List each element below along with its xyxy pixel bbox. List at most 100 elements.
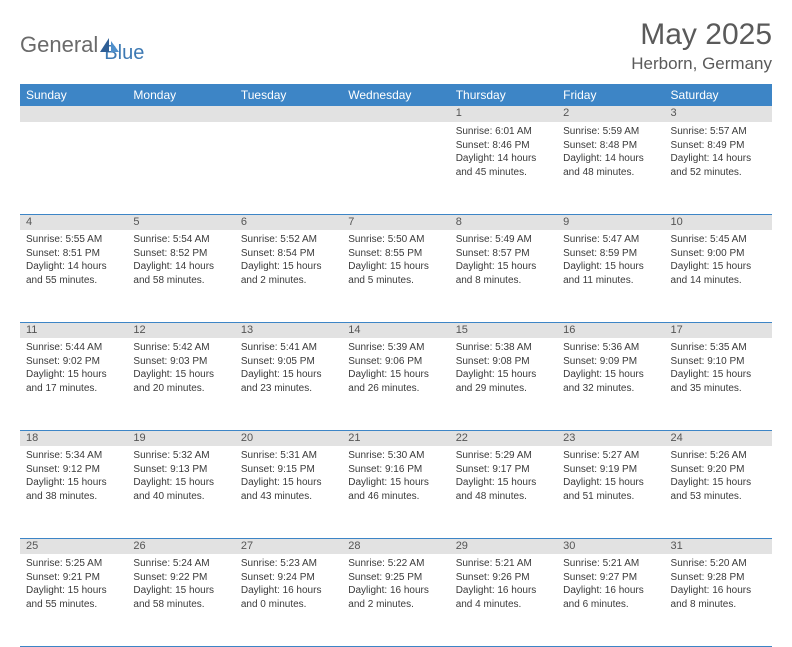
cell-line: and 17 minutes. <box>26 382 121 396</box>
cell-line: Sunset: 8:52 PM <box>133 247 228 261</box>
calendar-cell <box>20 122 127 214</box>
cell-body <box>235 122 342 129</box>
day-number: 29 <box>450 539 557 553</box>
day-number: 31 <box>665 539 772 553</box>
cell-body: Sunrise: 5:25 AMSunset: 9:21 PMDaylight:… <box>20 554 127 615</box>
daynum-cell: 2 <box>557 106 664 122</box>
cell-line: Sunrise: 5:38 AM <box>456 341 551 355</box>
daynum-cell <box>235 106 342 122</box>
daynum-cell: 31 <box>665 538 772 554</box>
daynum-cell: 3 <box>665 106 772 122</box>
cell-line: and 8 minutes. <box>671 598 766 612</box>
cell-line: Daylight: 15 hours <box>133 584 228 598</box>
cell-line: Sunrise: 5:41 AM <box>241 341 336 355</box>
day-number <box>127 106 234 108</box>
calendar-cell: Sunrise: 5:27 AMSunset: 9:19 PMDaylight:… <box>557 446 664 538</box>
calendar-cell: Sunrise: 5:21 AMSunset: 9:27 PMDaylight:… <box>557 554 664 646</box>
cell-line: Sunrise: 5:21 AM <box>456 557 551 571</box>
logo-text-general: General <box>20 32 98 58</box>
day-number: 24 <box>665 431 772 445</box>
calendar-header-row: SundayMondayTuesdayWednesdayThursdayFrid… <box>20 84 772 106</box>
cell-line: Daylight: 14 hours <box>456 152 551 166</box>
cell-line: Sunset: 9:24 PM <box>241 571 336 585</box>
daynum-cell: 12 <box>127 322 234 338</box>
cell-line: Sunset: 9:17 PM <box>456 463 551 477</box>
cell-line: Sunrise: 5:39 AM <box>348 341 443 355</box>
title-block: May 2025 Herborn, Germany <box>631 18 772 74</box>
daynum-cell: 30 <box>557 538 664 554</box>
daynum-row: 11121314151617 <box>20 322 772 338</box>
cell-line: Daylight: 15 hours <box>26 368 121 382</box>
cell-line: Daylight: 16 hours <box>671 584 766 598</box>
cell-line: Sunrise: 5:52 AM <box>241 233 336 247</box>
calendar-cell: Sunrise: 5:22 AMSunset: 9:25 PMDaylight:… <box>342 554 449 646</box>
day-number: 7 <box>342 215 449 229</box>
daynum-cell <box>127 106 234 122</box>
cell-line: Sunrise: 5:31 AM <box>241 449 336 463</box>
calendar-cell: Sunrise: 5:55 AMSunset: 8:51 PMDaylight:… <box>20 230 127 322</box>
header: General Blue May 2025 Herborn, Germany <box>20 18 772 74</box>
weekday-header: Tuesday <box>235 84 342 106</box>
calendar-cell: Sunrise: 5:52 AMSunset: 8:54 PMDaylight:… <box>235 230 342 322</box>
calendar-cell: Sunrise: 5:54 AMSunset: 8:52 PMDaylight:… <box>127 230 234 322</box>
daynum-cell: 7 <box>342 214 449 230</box>
day-number: 12 <box>127 323 234 337</box>
cell-body: Sunrise: 5:23 AMSunset: 9:24 PMDaylight:… <box>235 554 342 615</box>
daynum-cell: 11 <box>20 322 127 338</box>
cell-line: and 55 minutes. <box>26 274 121 288</box>
calendar-cell: Sunrise: 5:39 AMSunset: 9:06 PMDaylight:… <box>342 338 449 430</box>
cell-body: Sunrise: 5:54 AMSunset: 8:52 PMDaylight:… <box>127 230 234 291</box>
cell-line: Sunrise: 5:21 AM <box>563 557 658 571</box>
calendar-cell: Sunrise: 5:57 AMSunset: 8:49 PMDaylight:… <box>665 122 772 214</box>
cell-line: Sunset: 9:26 PM <box>456 571 551 585</box>
cell-line: Sunrise: 5:34 AM <box>26 449 121 463</box>
cell-body: Sunrise: 5:38 AMSunset: 9:08 PMDaylight:… <box>450 338 557 399</box>
daynum-cell: 13 <box>235 322 342 338</box>
cell-line: Daylight: 15 hours <box>133 476 228 490</box>
cell-body: Sunrise: 6:01 AMSunset: 8:46 PMDaylight:… <box>450 122 557 183</box>
day-number: 26 <box>127 539 234 553</box>
cell-body: Sunrise: 5:39 AMSunset: 9:06 PMDaylight:… <box>342 338 449 399</box>
day-number: 1 <box>450 106 557 120</box>
cell-line: Sunset: 8:51 PM <box>26 247 121 261</box>
cell-line: Sunrise: 5:23 AM <box>241 557 336 571</box>
cell-body: Sunrise: 5:49 AMSunset: 8:57 PMDaylight:… <box>450 230 557 291</box>
calendar-week-row: Sunrise: 5:44 AMSunset: 9:02 PMDaylight:… <box>20 338 772 430</box>
day-number: 28 <box>342 539 449 553</box>
calendar-cell: Sunrise: 5:49 AMSunset: 8:57 PMDaylight:… <box>450 230 557 322</box>
cell-line: Sunrise: 5:57 AM <box>671 125 766 139</box>
cell-line: and 20 minutes. <box>133 382 228 396</box>
cell-line: and 53 minutes. <box>671 490 766 504</box>
daynum-cell: 27 <box>235 538 342 554</box>
day-number: 18 <box>20 431 127 445</box>
calendar-table: SundayMondayTuesdayWednesdayThursdayFrid… <box>20 84 772 647</box>
cell-line: Sunrise: 5:29 AM <box>456 449 551 463</box>
calendar-cell: Sunrise: 5:29 AMSunset: 9:17 PMDaylight:… <box>450 446 557 538</box>
cell-line: Sunset: 9:20 PM <box>671 463 766 477</box>
cell-line: Sunset: 9:02 PM <box>26 355 121 369</box>
daynum-cell: 15 <box>450 322 557 338</box>
cell-line: Daylight: 14 hours <box>563 152 658 166</box>
day-number: 3 <box>665 106 772 120</box>
day-number: 15 <box>450 323 557 337</box>
cell-line: and 5 minutes. <box>348 274 443 288</box>
cell-body: Sunrise: 5:20 AMSunset: 9:28 PMDaylight:… <box>665 554 772 615</box>
cell-body: Sunrise: 5:50 AMSunset: 8:55 PMDaylight:… <box>342 230 449 291</box>
cell-line: Sunset: 9:19 PM <box>563 463 658 477</box>
day-number: 30 <box>557 539 664 553</box>
calendar-week-row: Sunrise: 5:25 AMSunset: 9:21 PMDaylight:… <box>20 554 772 646</box>
daynum-cell: 8 <box>450 214 557 230</box>
cell-line: Sunset: 8:54 PM <box>241 247 336 261</box>
cell-line: Daylight: 15 hours <box>456 476 551 490</box>
calendar-cell: Sunrise: 5:24 AMSunset: 9:22 PMDaylight:… <box>127 554 234 646</box>
day-number: 8 <box>450 215 557 229</box>
day-number: 16 <box>557 323 664 337</box>
cell-line: Sunrise: 5:50 AM <box>348 233 443 247</box>
logo: General Blue <box>20 24 144 65</box>
daynum-cell: 4 <box>20 214 127 230</box>
calendar-cell: Sunrise: 5:59 AMSunset: 8:48 PMDaylight:… <box>557 122 664 214</box>
cell-line: Sunset: 8:59 PM <box>563 247 658 261</box>
cell-body: Sunrise: 5:29 AMSunset: 9:17 PMDaylight:… <box>450 446 557 507</box>
daynum-cell: 9 <box>557 214 664 230</box>
cell-line: and 43 minutes. <box>241 490 336 504</box>
